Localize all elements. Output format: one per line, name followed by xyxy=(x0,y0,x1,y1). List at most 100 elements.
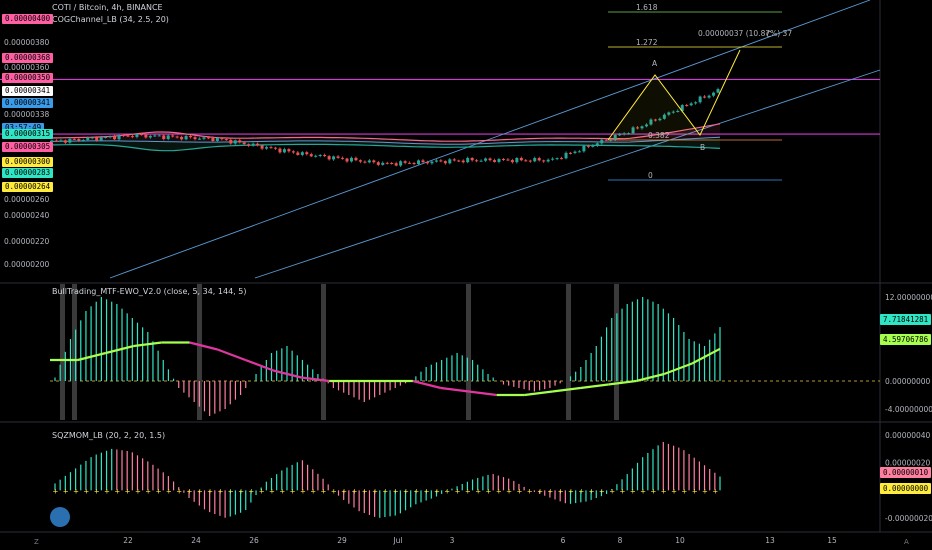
candle-body xyxy=(644,124,648,127)
ewo-signal-line xyxy=(133,341,162,348)
candle-body xyxy=(282,149,286,153)
channel-lower-line xyxy=(254,69,881,279)
squeeze-dot: + xyxy=(403,487,409,495)
candle-body xyxy=(618,134,622,136)
squeeze-highlight xyxy=(321,284,326,420)
price-axis-label: 0.00000220 xyxy=(4,237,50,246)
squeeze-dot: + xyxy=(331,487,337,495)
candle-body xyxy=(560,158,564,160)
channel-upper-line xyxy=(109,0,871,279)
candle-body xyxy=(636,127,640,129)
candle-body xyxy=(139,134,143,136)
candle-body xyxy=(551,158,555,160)
price-axis-label: 0.00000200 xyxy=(4,260,50,269)
candle-body xyxy=(345,158,349,162)
squeeze-dot: + xyxy=(83,487,89,495)
candle-body xyxy=(54,140,58,142)
price-axis-label: 0.00000380 xyxy=(4,38,50,47)
ewo-legend[interactable]: BullTrading_MTF-EWO_V2.0 (close, 5, 34, … xyxy=(52,287,247,296)
ewo-signal-line xyxy=(691,347,721,365)
candle-body xyxy=(247,144,251,146)
candle-body xyxy=(318,154,322,156)
price-axis-label: 0.00000240 xyxy=(4,211,50,220)
candle-body xyxy=(341,157,345,159)
ewo-axis-label: 0.00000000 xyxy=(885,377,931,386)
ewo-signal-line xyxy=(663,362,693,376)
squeeze-dot: + xyxy=(681,487,687,495)
candle-body xyxy=(265,147,269,149)
sqz-legend[interactable]: SQZMOM_LB (20, 2, 20, 1.5) xyxy=(52,431,166,440)
candle-body xyxy=(256,143,260,146)
candle-body xyxy=(269,147,273,149)
candle-body xyxy=(667,112,671,115)
candle-body xyxy=(90,137,94,139)
basis-line xyxy=(49,136,721,145)
candle-body xyxy=(443,161,447,164)
candle-body xyxy=(470,157,474,161)
candle-body xyxy=(287,149,291,152)
candle-body xyxy=(229,139,233,144)
candle-body xyxy=(399,161,403,166)
squeeze-dot: + xyxy=(197,487,203,495)
ewo-signal-line xyxy=(440,386,469,393)
zoom-toggle[interactable]: Z xyxy=(34,538,39,546)
candle-body xyxy=(698,96,702,103)
squeeze-dot: + xyxy=(496,487,502,495)
candle-body xyxy=(591,145,595,147)
squeeze-value-tag: 0.00000000 xyxy=(880,483,932,494)
squeeze-dot: + xyxy=(599,487,605,495)
time-axis-label: 24 xyxy=(191,536,201,545)
pattern-point-label: B xyxy=(700,143,705,152)
tradingview-logo-icon[interactable] xyxy=(50,507,70,527)
candle-body xyxy=(649,119,653,125)
squeeze-dot: + xyxy=(650,487,656,495)
ewo-signal-line xyxy=(217,348,246,362)
candle-body xyxy=(260,145,264,149)
price-tag: 0.00000350 xyxy=(2,73,54,83)
squeeze-dot: + xyxy=(187,487,193,495)
candle-body xyxy=(573,151,577,154)
candle-body xyxy=(586,145,590,147)
cog-channel-legend[interactable]: COGChannel_LB (34, 2.5, 20) xyxy=(52,15,169,24)
candle-body xyxy=(412,163,416,165)
squeeze-dot: + xyxy=(434,487,440,495)
candle-body xyxy=(510,160,514,163)
candle-body xyxy=(707,95,711,98)
candle-body xyxy=(671,111,675,113)
time-axis-label: 22 xyxy=(123,536,133,545)
price-axis-label: 0.00000260 xyxy=(4,195,50,204)
price-tag: 0.00000264 xyxy=(2,182,54,192)
candle-body xyxy=(59,140,63,142)
candle-body xyxy=(604,139,608,141)
candle-body xyxy=(694,102,698,104)
squeeze-dot: + xyxy=(238,487,244,495)
pattern-point-label: A xyxy=(652,59,658,68)
candle-body xyxy=(555,158,559,160)
price-tag: 0.00000341 xyxy=(2,98,54,108)
squeeze-dot: + xyxy=(661,487,667,495)
candle-body xyxy=(524,160,528,162)
candle-body xyxy=(381,162,385,165)
candle-body xyxy=(349,157,353,162)
candle-body xyxy=(309,154,313,157)
fib-level-label: 1.618 xyxy=(636,3,658,12)
ewo-axis-label: -4.00000000 xyxy=(885,405,932,414)
lower-band-fill xyxy=(50,137,720,151)
abc-pattern-fill xyxy=(608,75,700,140)
squeeze-dot: + xyxy=(248,487,254,495)
candle-body xyxy=(627,133,631,135)
candle-body xyxy=(175,136,179,138)
auto-scale-toggle[interactable]: A xyxy=(904,538,909,546)
candle-body xyxy=(238,140,242,143)
squeeze-dot: + xyxy=(207,487,213,495)
price-tag: 0.00000368 xyxy=(2,53,54,63)
candle-body xyxy=(184,136,188,140)
candle-body xyxy=(457,160,461,162)
candle-body xyxy=(680,105,684,111)
ewo-signal-line xyxy=(77,351,107,362)
candle-body xyxy=(332,156,336,160)
candle-body xyxy=(117,135,121,140)
candle-body xyxy=(113,136,117,140)
candle-body xyxy=(600,139,604,144)
